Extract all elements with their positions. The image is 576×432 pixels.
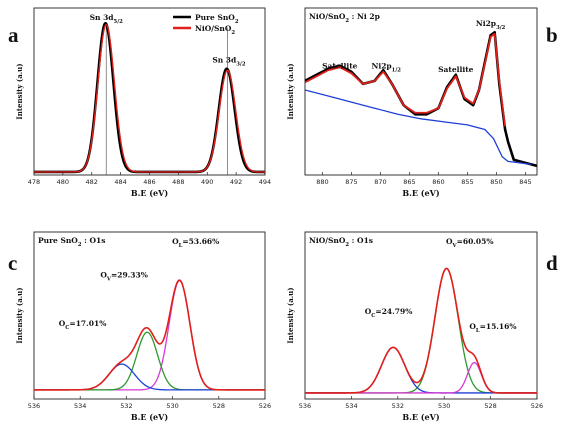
annotation: Satellite <box>438 65 474 74</box>
x-tick-label: 484 <box>114 178 126 186</box>
plot-frame <box>304 231 538 400</box>
curves <box>305 30 537 168</box>
x-axis-label: B.E (eV) <box>402 412 440 422</box>
x-tick-label: 536 <box>299 402 311 410</box>
panel-b: b 880 875 870 865 860 855 850 845 B.E (eV) Intensi… <box>286 7 558 198</box>
annotation: Sn 3d3/2 <box>212 56 246 68</box>
series-fit <box>305 32 506 127</box>
x-tick-label: 534 <box>345 402 357 410</box>
plot-frame <box>33 231 266 400</box>
annotation: OL=53.66% <box>172 237 219 249</box>
x-axis-label: B.E (eV) <box>131 188 169 198</box>
x-tick-label: 486 <box>143 178 155 186</box>
x-tick-label: 536 <box>28 402 40 410</box>
x-tick-label: 490 <box>201 178 213 186</box>
series-ov <box>34 331 265 391</box>
plot-frame <box>33 7 266 176</box>
x-tick-label: 492 <box>230 178 242 186</box>
x-tick-label: 532 <box>392 402 404 410</box>
curves <box>34 21 265 175</box>
y-axis-label: Intensity (a.u) <box>286 287 295 343</box>
annotation: OV=60.05% <box>446 237 494 249</box>
curves <box>34 279 265 391</box>
x-tick-label: 875 <box>345 178 357 186</box>
legend-entry: NiO/SnO2 <box>195 24 235 36</box>
panel-label: b <box>546 23 558 47</box>
series-pure-sno2 <box>34 21 265 174</box>
panel-title: NiO/SnO2 : Ni 2p <box>309 12 380 24</box>
annotation: OV=29.33% <box>100 271 148 283</box>
panel-label: d <box>546 251 558 275</box>
panel-d: d 536 534 532 530 528 526 B.E (eV) Intensity (a.… <box>286 231 558 422</box>
x-tick-label: 855 <box>461 178 473 186</box>
annotation: OC=24.79% <box>365 307 413 319</box>
annotation: Sn 3d5/2 <box>90 13 124 25</box>
series-background <box>305 89 532 166</box>
series-nio-sno2 <box>34 24 265 173</box>
x-tick-label: 482 <box>86 178 98 186</box>
panel-c: c 536 534 532 530 528 526 B.E (eV) Intensity (a.… <box>8 231 271 422</box>
series-oc <box>34 363 265 391</box>
x-tick-label: 845 <box>519 178 531 186</box>
panel-a: a 478 480 482 484 486 488 490 492 494 B.E (eV) Inte… <box>8 7 271 198</box>
x-tick-label: 530 <box>438 402 450 410</box>
panel-label: a <box>8 23 19 47</box>
x-tick-label: 530 <box>166 402 178 410</box>
annotation: Satellite <box>322 62 358 71</box>
series-oc <box>305 346 537 394</box>
x-tick-label: 870 <box>374 178 386 186</box>
series-envelope <box>305 267 537 394</box>
x-tick-label: 480 <box>57 178 69 186</box>
series-ol <box>34 279 265 391</box>
x-tick-label: 478 <box>28 178 40 186</box>
legend-entry: Pure SnO2 <box>195 13 239 25</box>
y-axis-label: Intensity (a.u) <box>15 287 24 343</box>
x-tick-label: 865 <box>403 178 415 186</box>
curves <box>305 267 537 394</box>
x-tick-label: 880 <box>316 178 328 186</box>
annotation: Ni2p3/2 <box>476 19 506 31</box>
series-envelope <box>34 279 265 391</box>
x-tick-label: 528 <box>213 402 225 410</box>
panel-title: NiO/SnO2 : O1s <box>309 236 373 248</box>
x-axis-label: B.E (eV) <box>131 412 169 422</box>
panel-title: Pure SnO2 : O1s <box>38 236 105 248</box>
panel-label: c <box>8 251 17 275</box>
x-tick-label: 532 <box>120 402 132 410</box>
x-tick-label: 860 <box>432 178 444 186</box>
annotation: OC=17.01% <box>59 319 107 331</box>
y-axis-label: Intensity (a.u) <box>286 63 295 119</box>
x-tick-label: 534 <box>74 402 86 410</box>
x-axis-label: B.E (eV) <box>402 188 440 198</box>
annotation: OL=15.16% <box>469 322 516 334</box>
plot-frame <box>304 7 538 176</box>
y-axis-label: Intensity (a.u) <box>15 63 24 119</box>
x-tick-label: 850 <box>490 178 502 186</box>
annotation: Ni2p1/2 <box>371 62 401 74</box>
x-tick-label: 494 <box>259 178 271 186</box>
x-tick-label: 526 <box>259 402 271 410</box>
x-tick-label: 526 <box>531 402 543 410</box>
x-tick-label: 528 <box>484 402 496 410</box>
x-tick-label: 488 <box>172 178 184 186</box>
